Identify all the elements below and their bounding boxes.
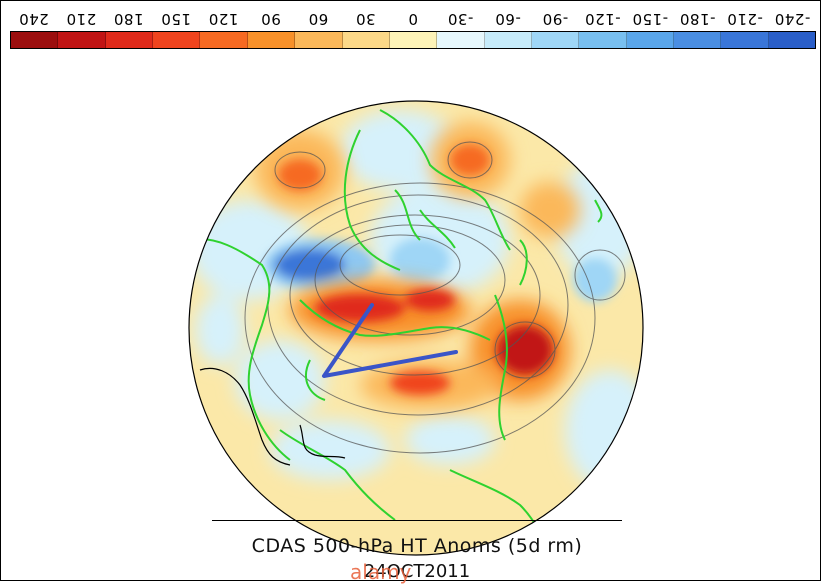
colorbar-swatch bbox=[342, 32, 390, 48]
coastlines bbox=[189, 109, 603, 555]
colorbar-swatch bbox=[721, 32, 769, 48]
colorbar-swatch bbox=[768, 32, 816, 48]
colorbar-swatch bbox=[484, 32, 532, 48]
title-rule bbox=[212, 520, 622, 521]
colorbar-swatch bbox=[58, 32, 106, 48]
figure-date: 24OCT2011 bbox=[363, 561, 471, 582]
colorbar-swatch bbox=[153, 32, 201, 48]
colorbar-swatch bbox=[437, 32, 485, 48]
map-boundary bbox=[188, 100, 644, 556]
outer-coastline-2 bbox=[299, 424, 346, 459]
colorbar bbox=[10, 31, 816, 49]
colorbar-swatch bbox=[389, 32, 438, 48]
colorbar-swatch bbox=[626, 32, 675, 48]
figure-title: CDAS 500-hPa HT Anoms (5d rm) bbox=[251, 535, 583, 557]
colorbar-swatch bbox=[295, 32, 343, 48]
colorbar-swatch bbox=[247, 32, 296, 48]
colorbar-swatch bbox=[105, 32, 154, 48]
outer-coastline bbox=[199, 367, 291, 466]
colorbar-swatch bbox=[11, 32, 59, 48]
trough-line bbox=[322, 303, 458, 378]
colorbar-swatch bbox=[579, 32, 627, 48]
colorbar-swatch bbox=[674, 32, 722, 48]
colorbar-swatch bbox=[200, 32, 248, 48]
colorbar-swatch bbox=[531, 32, 580, 48]
watermark: alamy bbox=[350, 560, 412, 584]
